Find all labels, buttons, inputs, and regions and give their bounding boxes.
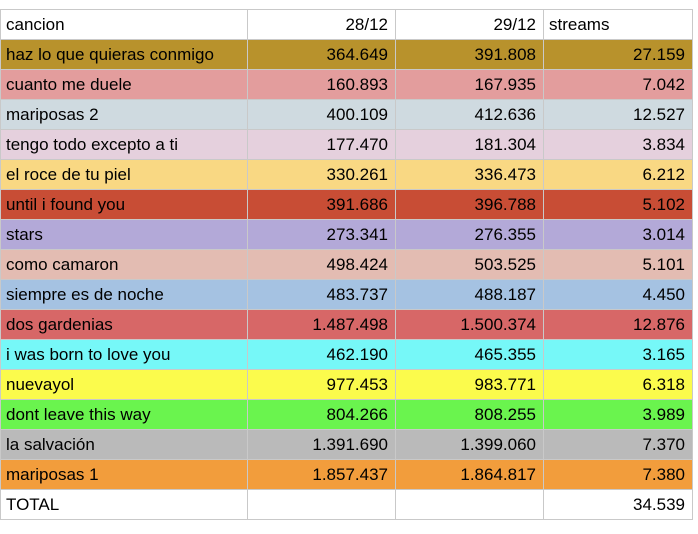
day1-cell[interactable]: 400.109 bbox=[247, 99, 396, 130]
total-label-cell[interactable]: TOTAL bbox=[0, 489, 248, 520]
header-row: cancion 28/12 29/12 streams bbox=[0, 9, 693, 40]
table-row: el roce de tu piel 330.261 336.473 6.212 bbox=[0, 159, 693, 190]
day1-cell[interactable]: 1.487.498 bbox=[247, 309, 396, 340]
day2-cell[interactable]: 983.771 bbox=[395, 369, 544, 400]
day1-cell[interactable]: 483.737 bbox=[247, 279, 396, 310]
total-row: TOTAL 34.539 bbox=[0, 489, 693, 520]
day2-cell[interactable]: 167.935 bbox=[395, 69, 544, 100]
day2-cell[interactable]: 808.255 bbox=[395, 399, 544, 430]
total-day1-cell[interactable] bbox=[247, 489, 396, 520]
song-cell[interactable]: nuevayol bbox=[0, 369, 248, 400]
table-row: i was born to love you 462.190 465.355 3.16… bbox=[0, 339, 693, 370]
song-cell[interactable]: haz lo que quieras conmigo bbox=[0, 39, 248, 70]
song-cell[interactable]: el roce de tu piel bbox=[0, 159, 248, 190]
streams-cell[interactable]: 4.450 bbox=[543, 279, 693, 310]
day1-cell[interactable]: 462.190 bbox=[247, 339, 396, 370]
day1-cell[interactable]: 273.341 bbox=[247, 219, 396, 250]
day1-cell[interactable]: 177.470 bbox=[247, 129, 396, 160]
streams-cell[interactable]: 3.834 bbox=[543, 129, 693, 160]
table-row: mariposas 1 1.857.437 1.864.817 7.380 bbox=[0, 459, 693, 490]
streams-cell[interactable]: 12.527 bbox=[543, 99, 693, 130]
streams-cell[interactable]: 27.159 bbox=[543, 39, 693, 70]
song-cell[interactable]: siempre es de noche bbox=[0, 279, 248, 310]
streams-cell[interactable]: 3.989 bbox=[543, 399, 693, 430]
day2-cell[interactable]: 181.304 bbox=[395, 129, 544, 160]
song-cell[interactable]: tengo todo excepto a ti bbox=[0, 129, 248, 160]
day1-cell[interactable]: 1.391.690 bbox=[247, 429, 396, 460]
header-cell-song[interactable]: cancion bbox=[0, 9, 248, 40]
streams-cell[interactable]: 12.876 bbox=[543, 309, 693, 340]
table-row: stars 273.341 276.355 3.014 bbox=[0, 219, 693, 250]
table-row: dos gardenias 1.487.498 1.500.374 12.876 bbox=[0, 309, 693, 340]
day2-cell[interactable]: 276.355 bbox=[395, 219, 544, 250]
day2-cell[interactable]: 391.808 bbox=[395, 39, 544, 70]
day2-cell[interactable]: 1.500.374 bbox=[395, 309, 544, 340]
day1-cell[interactable]: 391.686 bbox=[247, 189, 396, 220]
day2-cell[interactable]: 1.399.060 bbox=[395, 429, 544, 460]
table-row: cuanto me duele 160.893 167.935 7.042 bbox=[0, 69, 693, 100]
streams-cell[interactable]: 6.318 bbox=[543, 369, 693, 400]
song-cell[interactable]: como camaron bbox=[0, 249, 248, 280]
total-streams-cell[interactable]: 34.539 bbox=[543, 489, 693, 520]
streams-table: cancion 28/12 29/12 streams haz lo que q… bbox=[0, 9, 693, 520]
streams-cell[interactable]: 7.380 bbox=[543, 459, 693, 490]
table-row: siempre es de noche 483.737 488.187 4.450 bbox=[0, 279, 693, 310]
streams-cell[interactable]: 5.102 bbox=[543, 189, 693, 220]
streams-cell[interactable]: 3.165 bbox=[543, 339, 693, 370]
day1-cell[interactable]: 804.266 bbox=[247, 399, 396, 430]
streams-cell[interactable]: 7.042 bbox=[543, 69, 693, 100]
table-row: mariposas 2 400.109 412.636 12.527 bbox=[0, 99, 693, 130]
day2-cell[interactable]: 488.187 bbox=[395, 279, 544, 310]
header-cell-day2[interactable]: 29/12 bbox=[395, 9, 544, 40]
table-row: nuevayol 977.453 983.771 6.318 bbox=[0, 369, 693, 400]
day2-cell[interactable]: 465.355 bbox=[395, 339, 544, 370]
day1-cell[interactable]: 498.424 bbox=[247, 249, 396, 280]
day1-cell[interactable]: 1.857.437 bbox=[247, 459, 396, 490]
table-row: until i found you 391.686 396.788 5.102 bbox=[0, 189, 693, 220]
day1-cell[interactable]: 977.453 bbox=[247, 369, 396, 400]
song-cell[interactable]: i was born to love you bbox=[0, 339, 248, 370]
song-cell[interactable]: la salvación bbox=[0, 429, 248, 460]
song-cell[interactable]: stars bbox=[0, 219, 248, 250]
streams-cell[interactable]: 5.101 bbox=[543, 249, 693, 280]
day2-cell[interactable]: 503.525 bbox=[395, 249, 544, 280]
total-day2-cell[interactable] bbox=[395, 489, 544, 520]
streams-cell[interactable]: 7.370 bbox=[543, 429, 693, 460]
song-cell[interactable]: cuanto me duele bbox=[0, 69, 248, 100]
day1-cell[interactable]: 364.649 bbox=[247, 39, 396, 70]
day2-cell[interactable]: 1.864.817 bbox=[395, 459, 544, 490]
table-row: haz lo que quieras conmigo 364.649 391.808… bbox=[0, 39, 693, 70]
table-row: tengo todo excepto a ti 177.470 181.304 3.8… bbox=[0, 129, 693, 160]
day2-cell[interactable]: 412.636 bbox=[395, 99, 544, 130]
song-cell[interactable]: mariposas 1 bbox=[0, 459, 248, 490]
header-cell-day1[interactable]: 28/12 bbox=[247, 9, 396, 40]
song-cell[interactable]: mariposas 2 bbox=[0, 99, 248, 130]
table-body: cancion 28/12 29/12 streams haz lo que q… bbox=[0, 9, 693, 520]
table-row: la salvación 1.391.690 1.399.060 7.370 bbox=[0, 429, 693, 460]
streams-cell[interactable]: 3.014 bbox=[543, 219, 693, 250]
song-cell[interactable]: until i found you bbox=[0, 189, 248, 220]
header-cell-streams[interactable]: streams bbox=[543, 9, 693, 40]
table-row: dont leave this way 804.266 808.255 3.989 bbox=[0, 399, 693, 430]
day2-cell[interactable]: 336.473 bbox=[395, 159, 544, 190]
streams-cell[interactable]: 6.212 bbox=[543, 159, 693, 190]
song-cell[interactable]: dos gardenias bbox=[0, 309, 248, 340]
table-row: como camaron 498.424 503.525 5.101 bbox=[0, 249, 693, 280]
day1-cell[interactable]: 330.261 bbox=[247, 159, 396, 190]
day1-cell[interactable]: 160.893 bbox=[247, 69, 396, 100]
day2-cell[interactable]: 396.788 bbox=[395, 189, 544, 220]
song-cell[interactable]: dont leave this way bbox=[0, 399, 248, 430]
